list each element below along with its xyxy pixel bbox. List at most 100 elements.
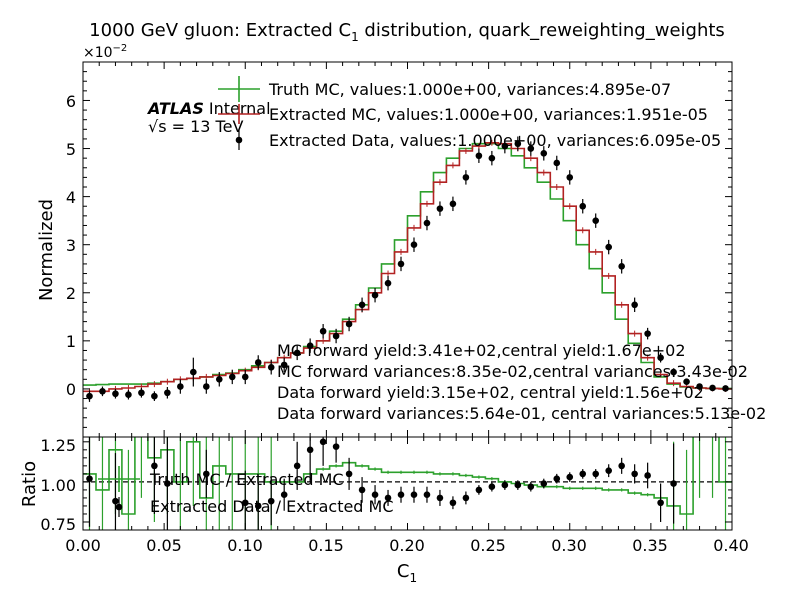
legend-swatch-extracted-mc	[218, 104, 260, 124]
data-point	[203, 383, 210, 390]
legend-swatch-truth	[218, 76, 260, 102]
annotation-mc-variances: MC forward variances:8.35e-02,central va…	[277, 362, 748, 381]
y-tick-label: 3	[66, 236, 76, 255]
data-ratio-point	[488, 483, 496, 491]
legend-swatch-marker	[115, 503, 123, 511]
data-point	[462, 174, 470, 181]
data-ratio-point	[345, 470, 353, 478]
y-tick-label: 0	[66, 380, 76, 399]
data-ratio-point	[475, 486, 483, 494]
chart-title: 1000 GeV gluon: Extracted C1 distributio…	[89, 20, 725, 44]
x-tick-label: 0.05	[146, 536, 182, 555]
data-ratio-point	[112, 497, 119, 505]
data-point	[358, 301, 366, 309]
y-multiplier-exp: −2	[113, 43, 128, 54]
data-point	[332, 332, 340, 340]
data-point	[86, 392, 93, 400]
data-point	[371, 291, 379, 299]
data-ratio-point	[631, 470, 638, 478]
x-axis-label-sub: 1	[409, 571, 417, 585]
x-tick-label: 0.30	[551, 536, 587, 555]
atlas-label: ATLASInternal	[146, 99, 271, 118]
data-point	[384, 279, 392, 287]
data-ratio-point	[540, 480, 548, 487]
data-point	[99, 388, 106, 395]
y-multiplier-base: ×10	[83, 45, 113, 61]
energy-label: √s = 13 TeV	[148, 117, 243, 136]
data-point	[592, 217, 600, 224]
data-ratio-point	[579, 470, 587, 478]
y-tick-label: 4	[66, 188, 76, 207]
x-tick-label: 0.40	[713, 536, 749, 555]
data-ratio-point	[384, 494, 392, 502]
data-ratio-point	[436, 494, 444, 502]
data-point	[553, 159, 561, 167]
legend-top: Truth MC, values:1.000e+00, variances:4.…	[218, 76, 721, 150]
extracted-mc-series-line	[83, 142, 732, 393]
y-tick-label: 6	[66, 92, 76, 111]
annotation-data-yield: Data forward yield:3.15e+02, central yie…	[277, 383, 704, 402]
y-tick-label: 1	[66, 332, 76, 351]
data-ratio-point	[670, 480, 677, 487]
x-axis-label-main: C	[397, 561, 410, 582]
data-point	[280, 361, 288, 369]
data-point	[267, 363, 275, 371]
data-ratio-point	[86, 475, 93, 482]
data-ratio-point	[644, 472, 651, 479]
data-ratio-point	[306, 446, 314, 454]
data-ratio-point	[164, 480, 171, 487]
y-tick-label: 0.75	[40, 515, 76, 534]
data-point	[319, 327, 327, 335]
y-axis-label-top: Normalized	[36, 199, 57, 301]
data-ratio-point	[592, 470, 600, 478]
y-tick-label: 1.25	[40, 436, 76, 455]
data-ratio-point	[151, 462, 158, 470]
x-axis-label: C1	[397, 561, 417, 585]
data-point	[618, 263, 625, 270]
legend-swatch-marker	[235, 136, 243, 144]
data-point	[514, 140, 522, 148]
data-point	[605, 243, 612, 251]
y-tick-labels-top: 0 1 2 3 4 5 6	[66, 92, 76, 399]
data-ratio-point	[410, 491, 418, 499]
data-point	[397, 260, 405, 268]
data-ratio-point	[319, 438, 327, 446]
data-point	[112, 390, 119, 398]
legend-label-data-ratio: Extracted Data / Extracted MC	[150, 497, 394, 516]
y-tick-labels-bottom: 0.75 1.00 1.25	[40, 436, 76, 534]
data-ratio-point	[203, 470, 210, 478]
data-ratio-point	[423, 491, 431, 499]
data-ratio-point	[293, 462, 301, 470]
data-point	[644, 330, 651, 337]
data-ratio-point	[462, 494, 470, 502]
atlas-label-bold: ATLAS	[146, 99, 204, 118]
data-point	[410, 241, 418, 248]
x-tick-label: 0.20	[389, 536, 425, 555]
annotation-data-variances: Data forward variances:5.64e-01, central…	[277, 404, 766, 423]
legend-label-truth-ratio: Truth MC / Extracted MC	[149, 470, 344, 489]
data-ratio-point	[449, 499, 457, 507]
data-point	[527, 145, 535, 152]
annotation-mc-yield: MC forward yield:3.41e+02,central yield:…	[277, 341, 686, 360]
data-point	[449, 200, 457, 208]
data-ratio-point	[254, 502, 262, 510]
yield-annotations: MC forward yield:3.41e+02,central yield:…	[277, 341, 766, 423]
data-point	[579, 202, 587, 210]
x-tick-label: 0.10	[227, 536, 263, 555]
data-point	[540, 150, 548, 157]
legend-swatch-data	[235, 130, 243, 150]
axis-ticks	[82, 62, 733, 531]
data-point	[657, 354, 664, 361]
x-tick-label: 0.35	[632, 536, 668, 555]
data-point	[566, 174, 574, 181]
y-multiplier: ×10−2	[83, 43, 127, 61]
data-point	[423, 219, 431, 227]
data-ratio-point	[527, 483, 535, 491]
data-ratio-point	[553, 475, 561, 482]
data-ratio-point	[332, 443, 340, 450]
data-ratio-point	[514, 481, 522, 489]
data-point	[670, 368, 677, 376]
data-point	[709, 384, 716, 392]
data-ratio-point	[618, 462, 625, 470]
